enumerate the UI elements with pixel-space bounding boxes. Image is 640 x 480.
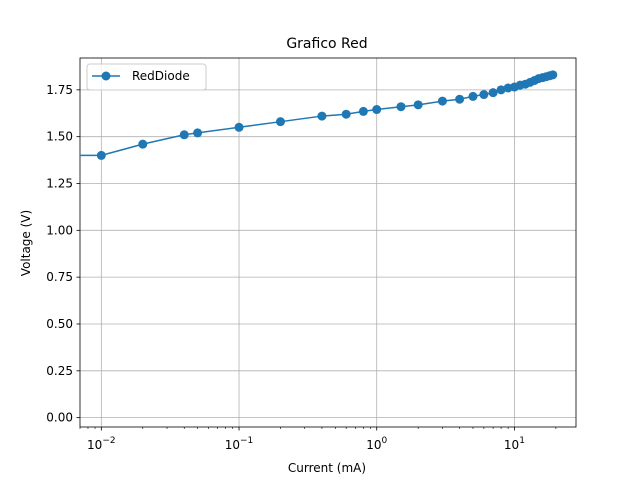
y-tick-label: 1.50 <box>46 130 73 144</box>
data-point <box>138 139 148 149</box>
data-point <box>317 111 327 121</box>
y-axis-title: Voltage (V) <box>19 210 33 276</box>
data-point <box>496 85 506 95</box>
data-point <box>548 70 558 80</box>
data-point <box>234 122 244 132</box>
data-point <box>468 91 478 101</box>
plot-frame <box>79 57 577 428</box>
legend-box <box>86 63 207 91</box>
series-layer <box>80 70 558 160</box>
legend-marker <box>101 71 111 81</box>
y-tick-label: 1.25 <box>46 176 73 190</box>
data-point <box>437 96 447 106</box>
x-axis-title: Current (mA) <box>288 461 366 475</box>
y-tick-label: 0.75 <box>46 270 73 284</box>
data-point <box>358 106 368 116</box>
grid <box>80 58 576 427</box>
legend-label: RedDiode <box>132 69 190 83</box>
data-point <box>455 94 465 104</box>
data-point <box>341 109 351 119</box>
data-point <box>479 90 489 100</box>
y-tick-label: 0.00 <box>46 411 73 425</box>
y-tick-label: 0.50 <box>46 317 73 331</box>
data-point <box>488 88 498 98</box>
legend: RedDiode <box>86 63 207 91</box>
data-point <box>96 150 106 160</box>
y-tick-label: 0.25 <box>46 364 73 378</box>
y-tick-label: 1.00 <box>46 223 73 237</box>
chart-title: Grafico Red <box>286 36 367 52</box>
data-point <box>179 130 189 140</box>
data-point <box>372 105 382 115</box>
data-point <box>193 128 203 138</box>
data-point <box>413 100 423 110</box>
y-tick-label: 1.75 <box>46 83 73 97</box>
data-point <box>275 117 285 127</box>
data-point <box>396 102 406 112</box>
